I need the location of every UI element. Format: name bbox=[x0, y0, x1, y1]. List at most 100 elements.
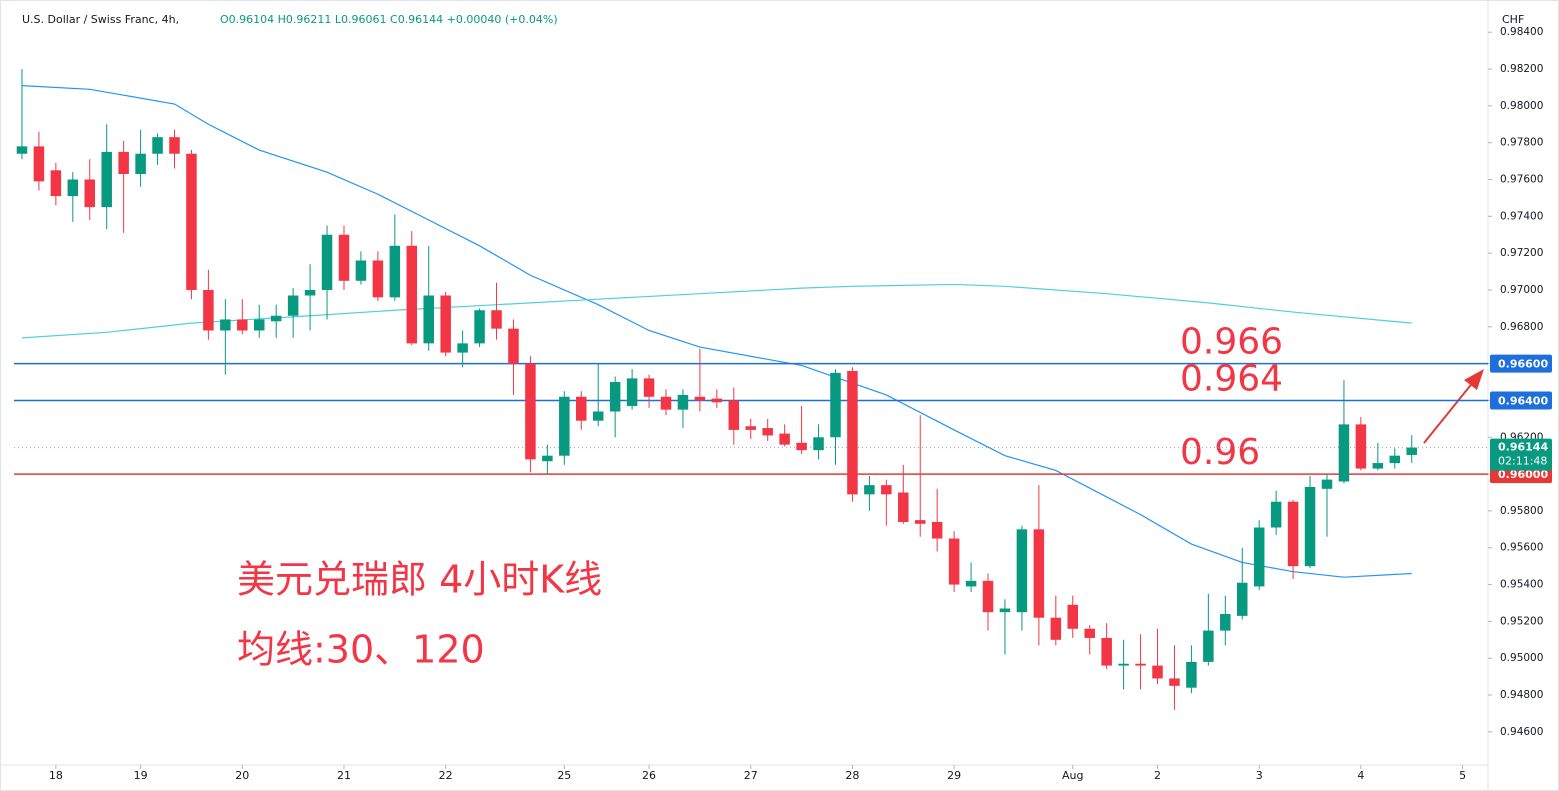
candle bbox=[643, 374, 655, 408]
arrow bbox=[1423, 369, 1484, 444]
candle-body bbox=[1067, 604, 1079, 629]
candle bbox=[1101, 623, 1112, 670]
candle-body bbox=[1355, 424, 1367, 469]
candle bbox=[84, 159, 96, 221]
candle-body bbox=[152, 137, 163, 154]
y-tick-label: 0.98000 bbox=[1500, 100, 1543, 112]
candle-body bbox=[474, 310, 485, 344]
level-annotation: 0.96 bbox=[1180, 432, 1260, 473]
candle-body bbox=[1101, 637, 1112, 666]
candle-body bbox=[491, 310, 502, 329]
candle-body bbox=[1270, 501, 1282, 528]
candle bbox=[762, 418, 773, 441]
candle-body bbox=[457, 343, 468, 353]
candle-body bbox=[16, 146, 28, 154]
candle bbox=[1304, 475, 1316, 568]
price-tag bbox=[1490, 391, 1552, 410]
candle-body bbox=[508, 328, 519, 364]
candle bbox=[1186, 645, 1197, 694]
y-tick-label: 0.98200 bbox=[1500, 63, 1543, 75]
candle-body bbox=[1287, 501, 1299, 567]
candle bbox=[203, 269, 214, 340]
x-tick-label: 22 bbox=[439, 769, 453, 782]
candle bbox=[864, 475, 875, 511]
candle-body bbox=[779, 433, 790, 445]
candle bbox=[1169, 645, 1180, 710]
y-tick-label: 0.95400 bbox=[1500, 579, 1543, 591]
x-tick-label: 26 bbox=[642, 769, 656, 782]
candle bbox=[152, 133, 163, 165]
candle bbox=[135, 129, 146, 187]
candle-body bbox=[609, 382, 621, 412]
candle-body bbox=[914, 520, 926, 524]
candle-body bbox=[643, 378, 655, 397]
candle bbox=[16, 69, 28, 160]
candle bbox=[1270, 490, 1282, 535]
candle-body bbox=[948, 538, 960, 585]
candle bbox=[118, 140, 129, 233]
candle-body bbox=[999, 608, 1011, 613]
candle-body bbox=[559, 396, 570, 456]
candle-body bbox=[1203, 630, 1214, 662]
price-tag-label: 0.96400 bbox=[1498, 394, 1548, 407]
candle bbox=[372, 251, 384, 302]
x-tick-label: 19 bbox=[134, 769, 148, 782]
candle-body bbox=[1152, 665, 1163, 679]
candle bbox=[694, 348, 706, 412]
candle-body bbox=[338, 234, 350, 281]
x-tick-label: 28 bbox=[845, 769, 859, 782]
candle bbox=[1355, 417, 1367, 471]
ohlc-legend: O0.96104 H0.96211 L0.96061 C0.96144 +0.0… bbox=[220, 13, 558, 26]
candle-body bbox=[745, 426, 756, 430]
candle-body bbox=[728, 400, 740, 430]
candle bbox=[1338, 380, 1350, 484]
candle bbox=[304, 264, 316, 331]
candle bbox=[1084, 625, 1095, 655]
candle bbox=[237, 299, 248, 335]
chart-title: U.S. Dollar / Swiss Franc, 4h, bbox=[22, 13, 179, 26]
price-tag-label: 0.96000 bbox=[1498, 468, 1548, 481]
x-tick-label: Aug bbox=[1062, 769, 1083, 782]
candle-body bbox=[1253, 527, 1265, 587]
candle bbox=[1406, 435, 1417, 463]
candle-body bbox=[830, 372, 841, 438]
candle-body bbox=[440, 295, 451, 353]
candle bbox=[1152, 628, 1163, 684]
candle bbox=[423, 245, 434, 351]
candle-body bbox=[1186, 661, 1197, 688]
candle-body bbox=[1118, 663, 1129, 666]
moving-average bbox=[21, 85, 1412, 578]
candle bbox=[1203, 593, 1214, 666]
candle-body bbox=[33, 146, 45, 182]
arrow-head bbox=[1464, 369, 1484, 390]
x-tick-label: 2 bbox=[1154, 769, 1161, 782]
candle-body bbox=[203, 289, 214, 331]
y-tick-label: 0.95200 bbox=[1500, 615, 1543, 627]
y-tick-label: 0.94800 bbox=[1500, 689, 1543, 701]
y-tick-label: 0.95800 bbox=[1500, 505, 1543, 517]
candle bbox=[948, 531, 960, 592]
candle-body bbox=[1033, 529, 1045, 618]
candle-body bbox=[660, 396, 672, 410]
candle-body bbox=[1304, 486, 1316, 567]
candle-body bbox=[220, 319, 231, 331]
candle bbox=[525, 356, 536, 473]
candle-body bbox=[50, 170, 62, 197]
candle bbox=[711, 389, 723, 408]
candle-body bbox=[796, 442, 807, 451]
candle-body bbox=[1220, 614, 1231, 631]
y-tick-label: 0.97600 bbox=[1500, 174, 1543, 186]
candle-body bbox=[1135, 663, 1146, 666]
x-tick-label: 27 bbox=[744, 769, 758, 782]
countdown: 02:11:48 bbox=[1498, 455, 1547, 468]
candle-body bbox=[762, 428, 773, 436]
candle bbox=[1372, 442, 1384, 471]
candle-body bbox=[135, 153, 146, 174]
candle bbox=[406, 231, 418, 346]
moving-average bbox=[21, 283, 1412, 339]
candle-body bbox=[84, 179, 96, 208]
candle bbox=[745, 418, 756, 440]
candle bbox=[220, 299, 231, 375]
candle-body bbox=[1169, 678, 1180, 686]
candle-body bbox=[423, 295, 434, 344]
